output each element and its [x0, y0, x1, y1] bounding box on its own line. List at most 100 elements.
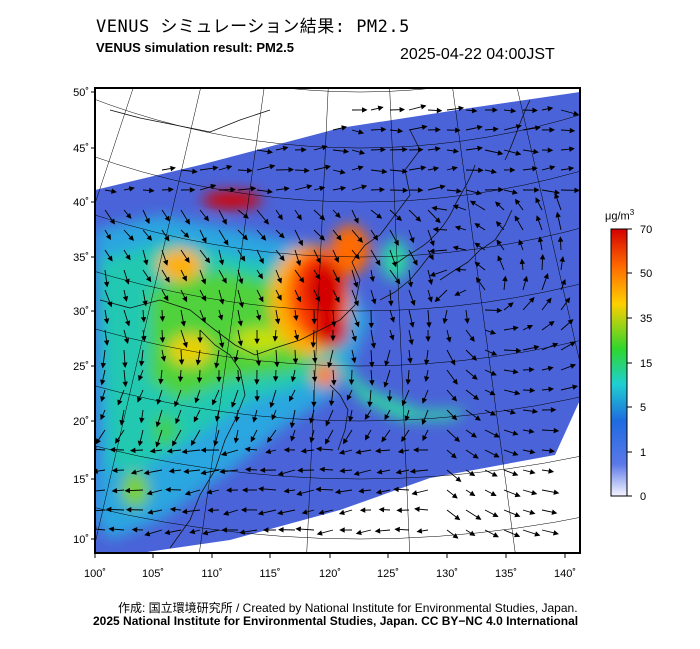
wind-arrow-head: [528, 428, 535, 434]
wind-arrow-head: [189, 187, 196, 193]
wind-arrow-head: [433, 166, 440, 172]
wind-arrow-head: [533, 344, 540, 351]
wind-arrow-head: [490, 329, 497, 335]
lat-tick-label: 20˚: [73, 416, 89, 428]
wind-arrow-head: [130, 469, 137, 475]
wind-arrow-head: [529, 387, 536, 394]
wind-arrow-head: [405, 379, 411, 385]
map-frame: [94, 87, 581, 554]
wind-arrow-head: [230, 186, 236, 193]
wind-arrow-head: [311, 401, 317, 408]
wind-arrow-head: [200, 469, 207, 476]
wind-arrow-head: [142, 300, 148, 307]
lon-tick-label: 120˚: [319, 568, 341, 580]
wind-arrow-head: [454, 290, 461, 296]
wind-arrow-head: [221, 527, 227, 533]
wind-arrow-head: [252, 416, 258, 423]
wind-arrow-head: [490, 370, 497, 376]
wind-arrow-head: [155, 421, 161, 428]
wind-arrow-head: [364, 434, 371, 441]
wind-arrow-head: [409, 468, 416, 474]
wind-arrow-head: [262, 527, 269, 533]
wind-arrow-head: [184, 490, 191, 496]
wind-arrow-head: [381, 436, 387, 443]
wind-arrow-head: [420, 165, 427, 171]
wind-arrow-head: [282, 145, 289, 152]
wind-arrow-head: [276, 294, 282, 301]
wind-arrow-head: [119, 419, 125, 426]
wind-arrow-head: [358, 488, 364, 494]
wind-arrow-head: [428, 254, 434, 261]
wind-arrow-head: [354, 321, 360, 328]
wind-arrow-head: [195, 359, 202, 366]
wind-arrow-head: [301, 509, 308, 515]
wind-arrow-head: [567, 319, 574, 325]
wind-arrow-head: [353, 217, 359, 224]
wind-arrow-head: [401, 435, 407, 443]
wind-arrow-head: [330, 335, 336, 342]
wind-arrow-head: [512, 368, 519, 375]
wind-arrow-head: [341, 125, 348, 131]
wind-arrow-head: [124, 487, 131, 494]
wind-arrow-head: [311, 318, 317, 325]
wind-arrow-head: [549, 448, 555, 454]
wind-arrow-head: [551, 509, 558, 515]
wind-arrow-head: [334, 296, 340, 303]
lon-tick-label: 100˚: [84, 568, 106, 580]
wind-arrow-head: [471, 374, 478, 380]
meridian-line: [516, 88, 580, 365]
wind-arrow-head: [492, 107, 498, 113]
wind-arrow-head: [450, 359, 456, 366]
wind-arrow-head: [100, 395, 106, 402]
wind-arrow-head: [509, 167, 516, 173]
wind-arrow-head: [417, 187, 424, 193]
wind-arrow-head: [496, 307, 503, 314]
wind-arrow-head: [103, 318, 110, 325]
wind-arrow-head: [427, 279, 434, 286]
wind-arrow-head: [315, 486, 322, 493]
wind-arrow-head: [453, 148, 459, 154]
wind-arrow-head: [131, 527, 138, 533]
wind-arrow-head: [412, 259, 418, 266]
wind-arrow-head: [325, 420, 331, 427]
wind-arrow-head: [342, 438, 349, 445]
wind-arrow-head: [417, 147, 424, 153]
wind-arrow-head: [402, 187, 409, 194]
wind-arrow-head: [498, 186, 504, 193]
wind-arrow-head: [455, 127, 461, 133]
wind-arrow-head: [295, 260, 302, 267]
wind-arrow-head: [319, 185, 326, 192]
wind-arrow-head: [138, 375, 144, 382]
parallel-line: [95, 156, 580, 203]
lat-tick-label: 30˚: [73, 306, 89, 318]
map-plot-area: [95, 88, 580, 553]
wind-arrow-head: [493, 126, 499, 132]
wind-arrow-head: [267, 148, 274, 155]
wind-arrow-head: [552, 342, 559, 348]
wind-arrow-head: [361, 184, 368, 190]
wind-arrow-head: [532, 166, 538, 172]
wind-arrow-head: [296, 490, 303, 496]
wind-arrow-head: [491, 471, 498, 477]
wind-arrow-head: [452, 245, 459, 251]
map-title-english: VENUS simulation result: PM2.5: [96, 40, 294, 55]
wind-arrow-head: [301, 147, 307, 153]
wind-arrow-head: [259, 467, 266, 473]
meridian-line: [306, 88, 329, 553]
wind-arrow-head: [428, 248, 435, 254]
wind-arrow-head: [559, 256, 565, 262]
wind-arrow-head: [375, 448, 381, 454]
wind-arrow-head: [375, 489, 382, 495]
wind-arrow-head: [296, 214, 302, 221]
wind-arrow-head: [144, 531, 151, 537]
wind-arrow-head: [369, 380, 375, 386]
wind-arrow-head: [402, 146, 408, 153]
wind-arrow-head: [304, 167, 310, 174]
wind-arrow-head: [446, 336, 452, 343]
wind-arrow-head: [422, 435, 428, 442]
wind-arrow-head: [475, 190, 482, 196]
wind-arrow-head: [515, 347, 522, 354]
wind-arrow-head: [359, 149, 366, 155]
wind-arrow-head: [166, 448, 173, 454]
